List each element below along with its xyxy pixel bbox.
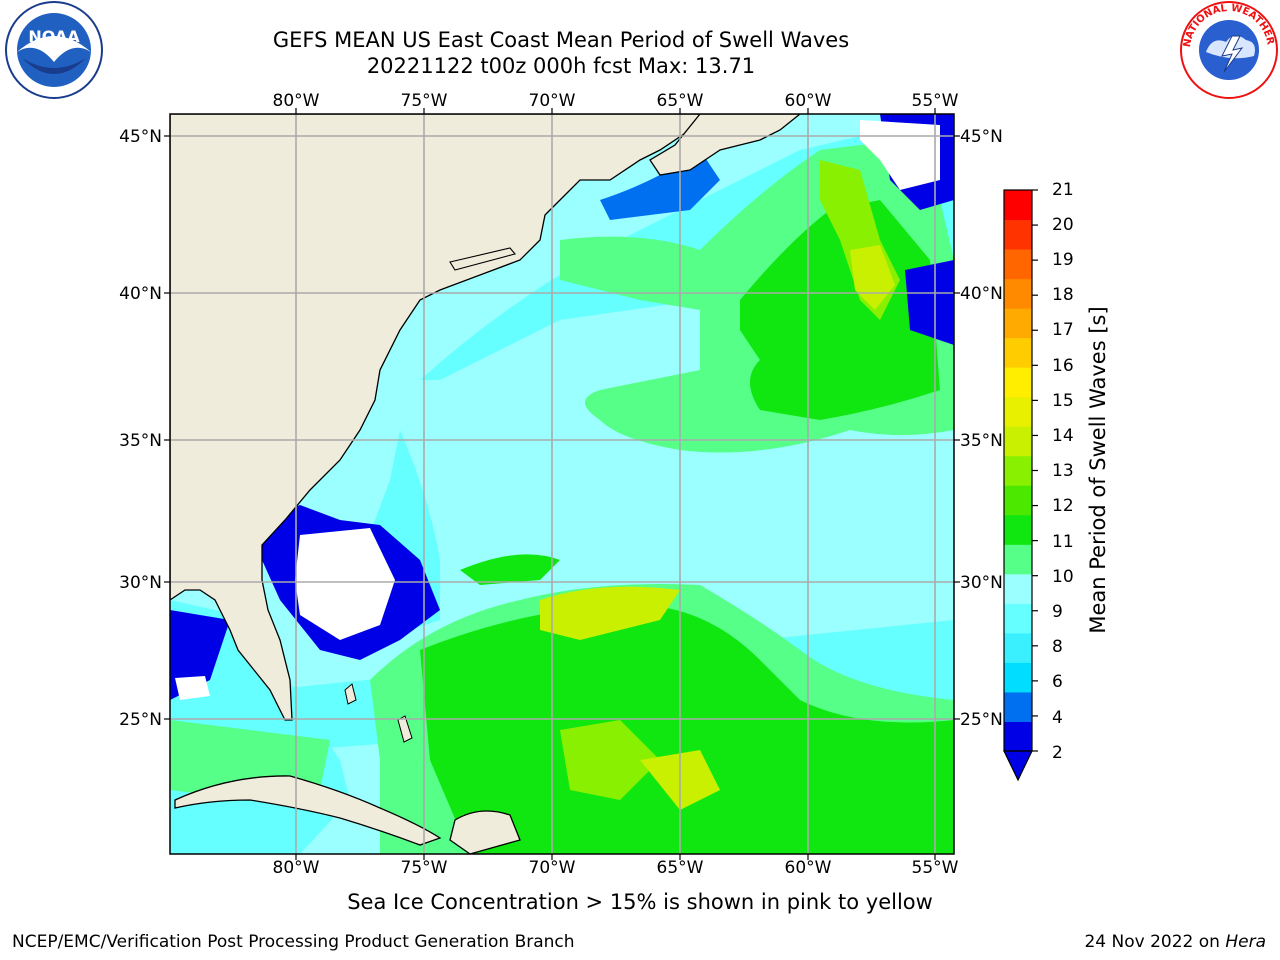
colorbar-tick-label: 20: [1052, 215, 1074, 235]
lat-label-left: 25°N: [119, 710, 162, 730]
land-long-island: [449, 247, 516, 271]
credit-right: 24 Nov 2022 on Hera: [1084, 932, 1266, 952]
colorbar-tick-label: 18: [1052, 285, 1074, 305]
lon-label-top: 80°W: [273, 91, 320, 111]
colorbar-segment: [1004, 455, 1032, 486]
field-nodata-gulf: [175, 676, 210, 700]
colorbar-tick-marks: [1032, 189, 1038, 752]
credit-date: 24 Nov 2022 on: [1084, 932, 1226, 952]
colorbar-tick-label: 21: [1052, 180, 1074, 200]
colorbar-segment: [1004, 337, 1032, 368]
field-yellowgreen-south: [560, 720, 660, 800]
lat-label-right: 30°N: [960, 573, 1003, 593]
colorbar-segment: [1004, 691, 1032, 722]
colorbar-tick-label: 11: [1052, 532, 1074, 552]
lat-label-left: 35°N: [119, 431, 162, 451]
land-us-east-coast: [170, 114, 701, 721]
map-frame: [169, 113, 955, 855]
colorbar-tick-label: 10: [1052, 567, 1074, 587]
lon-label-top: 70°W: [529, 91, 576, 111]
nws-logo: NATIONAL WEATHER SERVICE: [1178, 0, 1278, 99]
colorbar-tick-label: 6: [1052, 672, 1063, 692]
credit-left: NCEP/EMC/Verification Post Processing Pr…: [12, 932, 575, 952]
colorbar-tick-label: 4: [1052, 708, 1063, 728]
lat-label-left: 40°N: [119, 284, 162, 304]
lon-label-bottom: 70°W: [529, 858, 576, 878]
lon-label-bottom: 65°W: [657, 858, 704, 878]
colorbar-segment: [1004, 190, 1032, 221]
colorbar-tick-label: 9: [1052, 602, 1063, 622]
colorbar-segment: [1004, 662, 1032, 693]
lat-label-right: 25°N: [960, 710, 1003, 730]
land-bahamas: [344, 683, 357, 705]
colorbar-tick-label: 19: [1052, 250, 1074, 270]
lon-label-bottom: 75°W: [401, 858, 448, 878]
colorbar-segment: [1004, 367, 1032, 398]
lat-label-right: 40°N: [960, 284, 1003, 304]
land-hispaniola: [449, 810, 521, 854]
colorbar-segment: [1004, 514, 1032, 545]
field-yellow-south: [540, 586, 680, 640]
field-darkgreen-northeast: [740, 200, 940, 420]
colorbar-segment: [1004, 249, 1032, 280]
lon-label-top: 55°W: [912, 91, 959, 111]
colorbar-segment: [1004, 573, 1032, 604]
chart-subtitle: 20221122 t00z 000h fcst Max: 13.71: [366, 54, 756, 78]
field-darkgreen-south: [420, 604, 954, 854]
map-gridlines: [170, 114, 954, 854]
colorbar-segments: [1004, 190, 1032, 752]
field-nodata-florida: [295, 528, 395, 640]
colorbar-tick-label: 13: [1052, 461, 1074, 481]
colorbar-tick-label: 2: [1052, 743, 1063, 763]
colorbar: [1003, 189, 1038, 782]
lon-label-bottom: 80°W: [273, 858, 320, 878]
colorbar-label: Mean Period of Swell Waves [s]: [1086, 306, 1110, 634]
land-cuba: [174, 775, 442, 846]
field-darkgreen-mid: [460, 554, 560, 585]
colorbar-segment: [1004, 721, 1032, 752]
colorbar-segment: [1004, 426, 1032, 457]
chart-title: GEFS MEAN US East Coast Mean Period of S…: [272, 28, 850, 52]
colorbar-segment: [1004, 603, 1032, 634]
noaa-logo-text: NOAA: [28, 27, 80, 46]
lat-label-right: 45°N: [960, 127, 1003, 147]
map-ticks: [164, 108, 960, 860]
colorbar-tick-label: 12: [1052, 496, 1074, 516]
field-darkblue-east: [905, 260, 954, 345]
colorbar-tick-label: 16: [1052, 356, 1074, 376]
lon-label-top: 75°W: [401, 91, 448, 111]
colorbar-tick-label: 17: [1052, 320, 1074, 340]
land-bahamas-2: [397, 715, 413, 743]
colorbar-extend-arrow: [1003, 750, 1033, 782]
noaa-logo: NOAA: [5, 1, 103, 99]
colorbar-segment: [1004, 485, 1032, 516]
lat-label-right: 35°N: [960, 431, 1003, 451]
lon-label-top: 65°W: [657, 91, 704, 111]
sea-ice-footnote: Sea Ice Concentration > 15% is shown in …: [347, 890, 933, 914]
colorbar-segment: [1004, 308, 1032, 339]
colorbar-tick-label: 15: [1052, 391, 1074, 411]
lon-label-bottom: 55°W: [912, 858, 959, 878]
lat-label-left: 30°N: [119, 573, 162, 593]
lon-label-bottom: 60°W: [785, 858, 832, 878]
lon-label-top: 60°W: [785, 91, 832, 111]
colorbar-segment: [1004, 219, 1032, 250]
colorbar-segment: [1004, 632, 1032, 663]
colorbar-segment: [1004, 278, 1032, 309]
colorbar-segment: [1004, 396, 1032, 427]
colorbar-tick-label: 14: [1052, 426, 1074, 446]
colorbar-segment: [1004, 544, 1032, 575]
credit-machine: Hera: [1225, 932, 1266, 952]
land-nova-scotia: [649, 114, 802, 176]
colorbar-tick-label: 8: [1052, 637, 1063, 657]
field-nodata-northeast: [860, 120, 940, 190]
lat-label-left: 45°N: [119, 127, 162, 147]
